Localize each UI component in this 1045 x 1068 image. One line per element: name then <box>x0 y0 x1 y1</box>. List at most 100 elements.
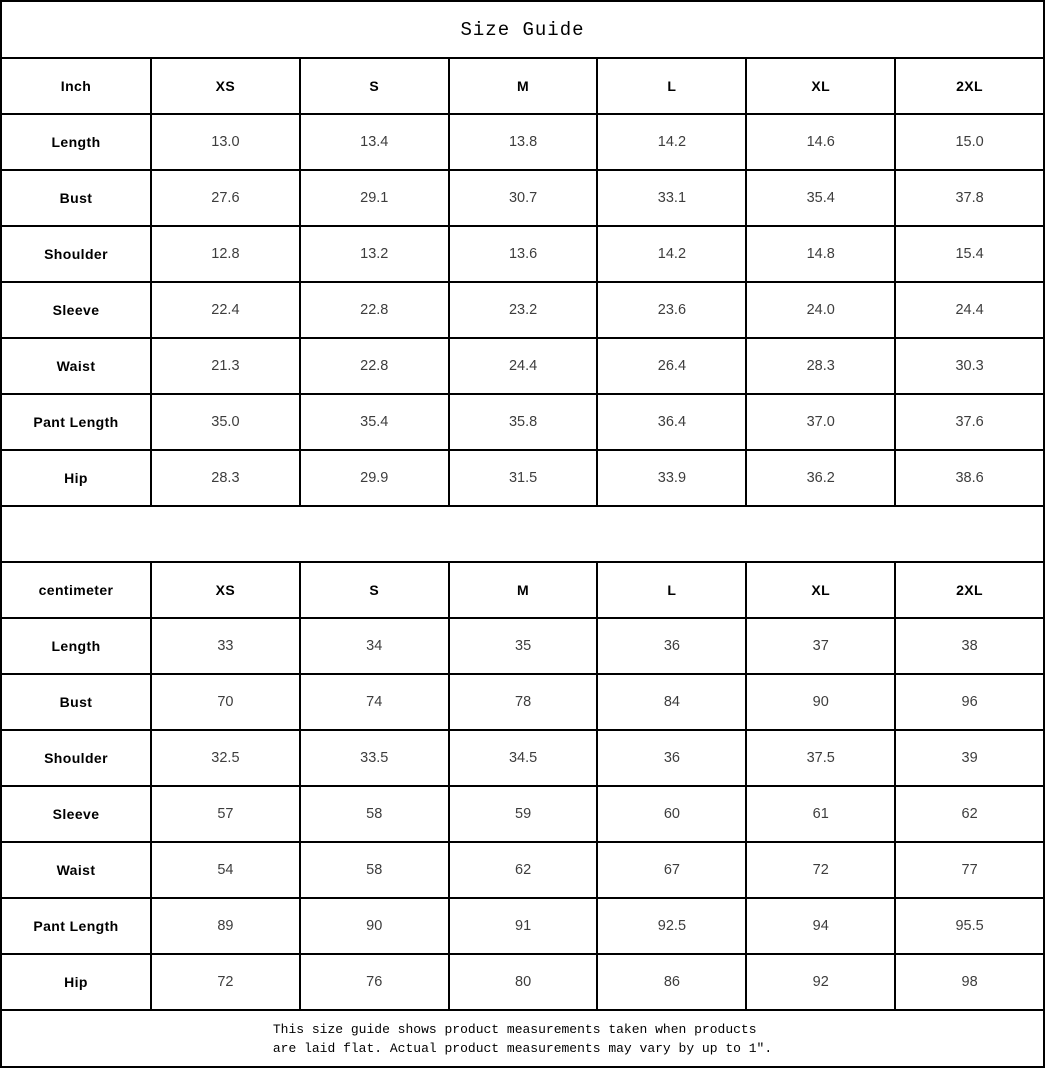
value-cell: 60 <box>596 785 748 843</box>
value-cell: 14.8 <box>745 225 897 283</box>
value-cell: 90 <box>298 897 450 955</box>
measure-label-cell: Sleeve <box>0 281 152 339</box>
measure-label-cell: Shoulder <box>0 225 152 283</box>
value-cell: 67 <box>596 841 748 899</box>
measure-label-cell: Length <box>0 617 152 675</box>
value-cell: 33.5 <box>298 729 450 787</box>
value-cell: 22.8 <box>298 337 450 395</box>
measurement-row: Hip 72 76 80 86 92 98 <box>0 953 1045 1011</box>
unit-label-cell: centimeter <box>0 561 152 619</box>
measurement-row: Length 13.0 13.4 13.8 14.2 14.6 15.0 <box>0 113 1045 171</box>
section-spacer-row <box>0 505 1045 563</box>
size-header-cell: L <box>596 561 748 619</box>
size-header-cell: XS <box>150 57 301 115</box>
value-cell: 33 <box>150 617 301 675</box>
size-header-cell: M <box>447 561 599 619</box>
measurement-row: Bust 27.6 29.1 30.7 33.1 35.4 37.8 <box>0 169 1045 227</box>
value-cell: 86 <box>596 953 748 1011</box>
value-cell: 13.8 <box>447 113 599 171</box>
value-cell: 33.9 <box>596 449 748 507</box>
size-header-cell: M <box>447 57 599 115</box>
size-header-cell: S <box>298 57 450 115</box>
value-cell: 95.5 <box>894 897 1045 955</box>
value-cell: 59 <box>447 785 599 843</box>
value-cell: 78 <box>447 673 599 731</box>
value-cell: 96 <box>894 673 1045 731</box>
measurement-row: Pant Length 35.0 35.4 35.8 36.4 37.0 37.6 <box>0 393 1045 451</box>
size-header-cell: L <box>596 57 748 115</box>
value-cell: 37.0 <box>745 393 897 451</box>
value-cell: 32.5 <box>150 729 301 787</box>
value-cell: 14.2 <box>596 225 748 283</box>
value-cell: 77 <box>894 841 1045 899</box>
value-cell: 23.6 <box>596 281 748 339</box>
value-cell: 38.6 <box>894 449 1045 507</box>
value-cell: 21.3 <box>150 337 301 395</box>
value-cell: 35.4 <box>298 393 450 451</box>
measurement-row: Shoulder 32.5 33.5 34.5 36 37.5 39 <box>0 729 1045 787</box>
value-cell: 72 <box>150 953 301 1011</box>
title-row: Size Guide <box>0 0 1045 59</box>
value-cell: 39 <box>894 729 1045 787</box>
value-cell: 34.5 <box>447 729 599 787</box>
unit-label-cell: Inch <box>0 57 152 115</box>
value-cell: 15.0 <box>894 113 1045 171</box>
value-cell: 62 <box>447 841 599 899</box>
value-cell: 13.0 <box>150 113 301 171</box>
value-cell: 29.1 <box>298 169 450 227</box>
measurement-row: Sleeve 57 58 59 60 61 62 <box>0 785 1045 843</box>
measure-label-cell: Pant Length <box>0 393 152 451</box>
size-header-cell: XL <box>745 57 897 115</box>
value-cell: 33.1 <box>596 169 748 227</box>
value-cell: 29.9 <box>298 449 450 507</box>
value-cell: 62 <box>894 785 1045 843</box>
measurement-row: Waist 54 58 62 67 72 77 <box>0 841 1045 899</box>
value-cell: 28.3 <box>150 449 301 507</box>
measure-label-cell: Length <box>0 113 152 171</box>
value-cell: 12.8 <box>150 225 301 283</box>
value-cell: 22.4 <box>150 281 301 339</box>
value-cell: 61 <box>745 785 897 843</box>
size-header-cell: 2XL <box>894 561 1045 619</box>
measurement-row: Hip 28.3 29.9 31.5 33.9 36.2 38.6 <box>0 449 1045 507</box>
value-cell: 22.8 <box>298 281 450 339</box>
value-cell: 36 <box>596 617 748 675</box>
value-cell: 90 <box>745 673 897 731</box>
value-cell: 35.0 <box>150 393 301 451</box>
value-cell: 14.6 <box>745 113 897 171</box>
size-header-row: centimeter XS S M L XL 2XL <box>0 561 1045 619</box>
value-cell: 24.0 <box>745 281 897 339</box>
value-cell: 58 <box>298 785 450 843</box>
value-cell: 30.7 <box>447 169 599 227</box>
measurement-row: Pant Length 89 90 91 92.5 94 95.5 <box>0 897 1045 955</box>
footer-row: This size guide shows product measuremen… <box>0 1009 1045 1068</box>
measurement-row: Sleeve 22.4 22.8 23.2 23.6 24.0 24.4 <box>0 281 1045 339</box>
value-cell: 54 <box>150 841 301 899</box>
value-cell: 36.4 <box>596 393 748 451</box>
size-header-row: Inch XS S M L XL 2XL <box>0 57 1045 115</box>
measure-label-cell: Pant Length <box>0 897 152 955</box>
value-cell: 76 <box>298 953 450 1011</box>
value-cell: 36.2 <box>745 449 897 507</box>
value-cell: 35.4 <box>745 169 897 227</box>
value-cell: 70 <box>150 673 301 731</box>
page-title: Size Guide <box>0 0 1045 59</box>
value-cell: 13.2 <box>298 225 450 283</box>
value-cell: 23.2 <box>447 281 599 339</box>
value-cell: 13.4 <box>298 113 450 171</box>
value-cell: 26.4 <box>596 337 748 395</box>
value-cell: 38 <box>894 617 1045 675</box>
footer-line-1: This size guide shows product measuremen… <box>272 1021 757 1037</box>
measure-label-cell: Bust <box>0 169 152 227</box>
value-cell: 14.2 <box>596 113 748 171</box>
value-cell: 94 <box>745 897 897 955</box>
measure-label-cell: Waist <box>0 841 152 899</box>
value-cell: 27.6 <box>150 169 301 227</box>
measure-label-cell: Shoulder <box>0 729 152 787</box>
value-cell: 98 <box>894 953 1045 1011</box>
value-cell: 28.3 <box>745 337 897 395</box>
measurement-row: Bust 70 74 78 84 90 96 <box>0 673 1045 731</box>
size-header-cell: XS <box>150 561 301 619</box>
size-header-cell: S <box>298 561 450 619</box>
